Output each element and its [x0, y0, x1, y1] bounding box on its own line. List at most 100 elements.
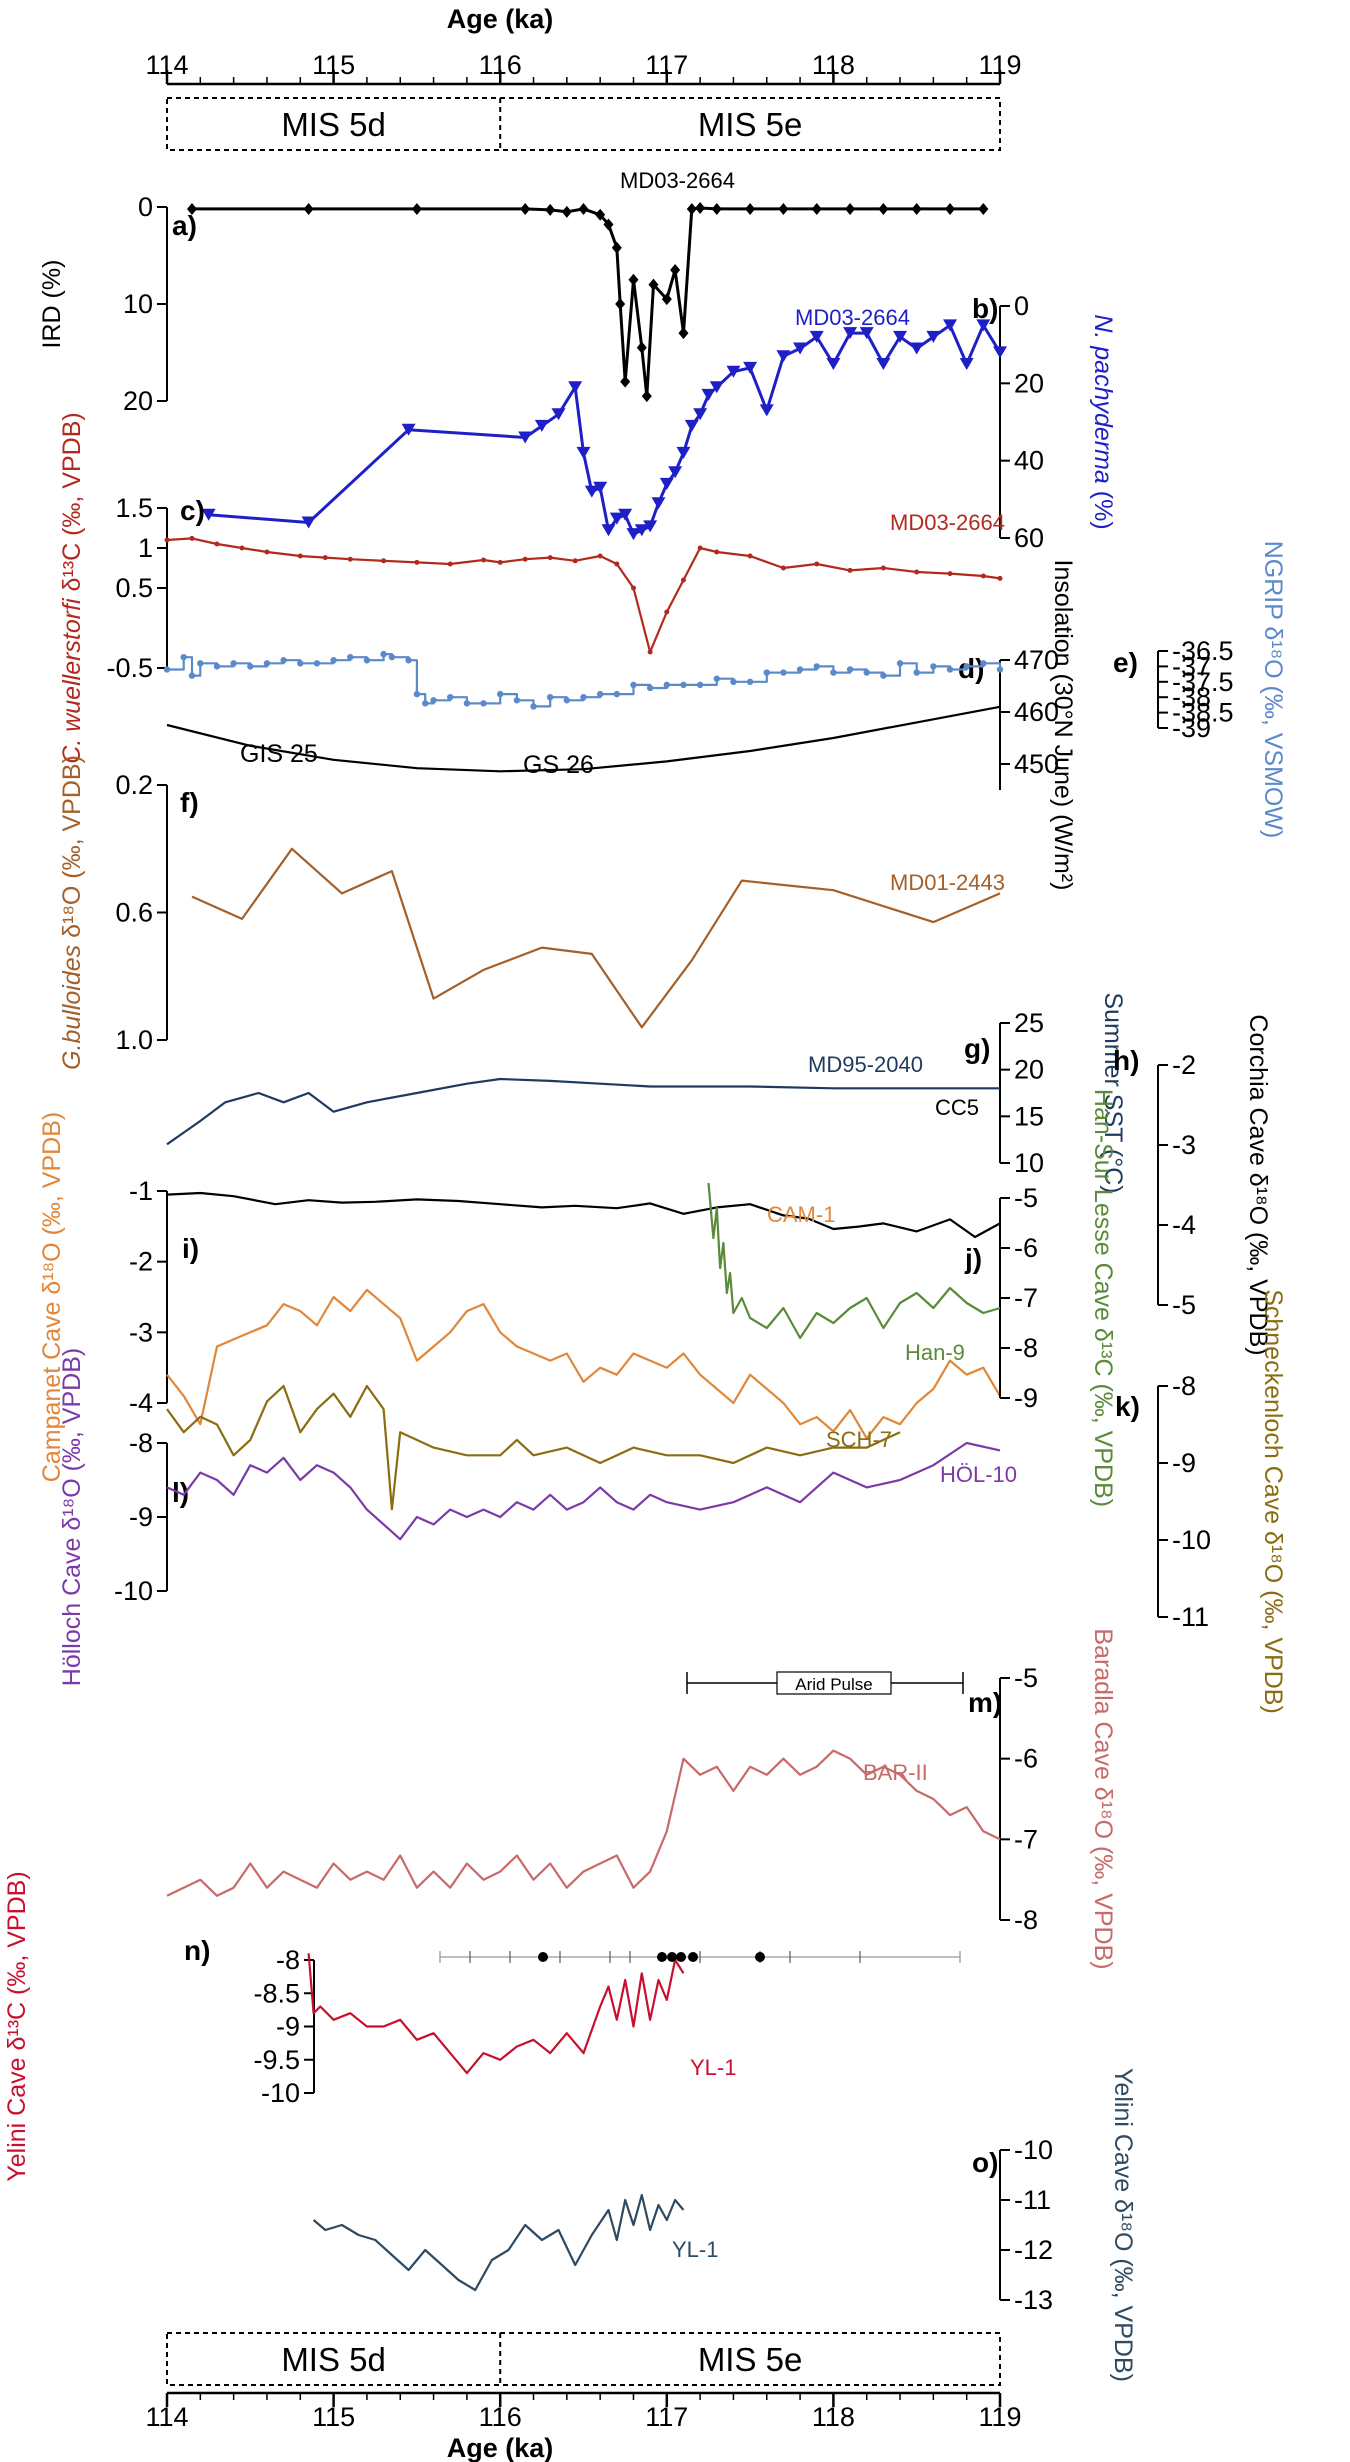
panel-f-letter: f): [180, 787, 199, 818]
panel-a-point-5: [561, 205, 572, 218]
mis-bands-top: MIS 5d MIS 5e: [166, 97, 1001, 151]
panel-c-point-25: [780, 565, 786, 571]
panel-e-point-40: [780, 669, 787, 676]
panel-g-tick-label-3: 10: [1014, 1148, 1044, 1178]
panel-e-point-38: [746, 678, 754, 685]
panel-a-point-22: [745, 202, 756, 215]
bottom-tick-label-2: 116: [479, 2402, 522, 2432]
top-tick-label-4: 118: [812, 50, 855, 80]
panel-e-point-8: [280, 657, 287, 664]
panel-e-point-7: [263, 660, 271, 667]
panel-e-point-16: [405, 657, 412, 664]
panel-l-tick-label-2: -10: [114, 1576, 153, 1606]
panel-f-series-line: [191, 847, 1001, 1029]
panel-c-point-11: [481, 557, 487, 563]
panel-b-tick-label-1: 20: [1014, 368, 1044, 398]
panel-k-tick-label-2: -10: [1172, 1525, 1211, 1555]
panel-f-y-label: G.bulloides δ¹⁸O (‰, VPDB): [58, 755, 86, 1070]
yl1-age-point-5: [755, 1952, 765, 1962]
panel-c-letter: c): [180, 495, 205, 526]
panel-g: 25 20 15 10 Summer SST (°C) g) MD95-2040: [166, 992, 1127, 1194]
panel-a-point-15: [648, 278, 659, 291]
mis-bottom-band-label-1: MIS 5e: [698, 2341, 803, 2378]
panel-j-tick-label-0: -9: [1014, 1383, 1038, 1413]
panel-d-tick-label-0: 450: [1014, 749, 1059, 779]
panel-a-tick-label-0: 0: [138, 192, 153, 222]
panel-g-tick-label-1: 20: [1014, 1055, 1044, 1085]
panel-b-point-15: [643, 520, 658, 533]
panel-o: -13 -12 -11 -10 Yelini Cave δ¹⁸O (‰, VPDB) o)…: [312, 2068, 1137, 2382]
panel-c-point-29: [914, 569, 920, 575]
panel-c-tick-label-2: 0.5: [115, 573, 153, 603]
top-tick-label-5: 119: [978, 50, 1021, 80]
panel-b-point-39: [976, 319, 991, 332]
panel-o-tick-label-2: -11: [1014, 2185, 1051, 2215]
panel-c-point-14: [547, 555, 553, 561]
panel-f-series-label: MD01-2443: [890, 870, 1005, 895]
panel-l-series-label: HÖL-10: [940, 1462, 1017, 1487]
panel-e-point-17: [413, 690, 421, 698]
panel-m-tick-label-2: -6: [1014, 1744, 1038, 1774]
panel-e-y-label: NGRIP δ¹⁸O (‰, VSMOW): [1259, 541, 1287, 839]
panel-b: 0 20 40 60 N. pachyderma (%) b) MD03-2664: [201, 291, 1117, 553]
panel-a-point-6: [578, 202, 589, 215]
panel-b-point-20: [684, 419, 699, 432]
panel-a-y-label: IRD (%): [38, 260, 66, 349]
mis-bottom-band-frame: [166, 2332, 1001, 2386]
panel-a-point-11: [620, 375, 631, 388]
panel-e-point-46: [880, 672, 887, 679]
panel-c-series-line: [166, 537, 1001, 654]
bottom-tick-label-4: 118: [812, 2402, 855, 2432]
panel-c-point-30: [947, 571, 953, 577]
panel-g-tick-label-2: 15: [1014, 1101, 1044, 1131]
panel-a-point-3: [520, 202, 531, 215]
panel-b-point-31: [843, 327, 858, 340]
gs26-label: GS 26: [523, 751, 594, 779]
panel-c-tick-label-3: -0.5: [106, 653, 153, 683]
panel-b-point-22: [701, 388, 716, 401]
panel-g-series-line: [166, 1077, 1000, 1146]
panel-e-point-14: [380, 650, 387, 658]
panel-b-letter: b): [972, 293, 998, 324]
panel-e-point-0: [163, 666, 171, 673]
panel-k-tick-label-1: -9: [1172, 1448, 1196, 1478]
panel-e-point-35: [696, 681, 704, 689]
panel-a-point-14: [641, 390, 652, 403]
panel-e-point-19: [430, 697, 437, 704]
panel-j-letter: j): [964, 1243, 982, 1274]
panel-e-tick-label-0: -36.5: [1172, 636, 1234, 666]
panel-e-point-53: [996, 666, 1004, 673]
panel-f-tick-label-1: 0.6: [115, 898, 153, 928]
panel-b-point-32: [859, 327, 874, 340]
panel-j-tick-label-1: -8: [1014, 1333, 1038, 1363]
panel-i-tick-label-1: -3: [129, 1317, 153, 1347]
panel-h-tick-label-2: -3: [1172, 1130, 1196, 1160]
panel-a-tick-label-2: 20: [123, 386, 153, 416]
panel-a-letter: a): [172, 210, 197, 241]
panel-e-point-45: [863, 669, 870, 676]
panel-h-y-label: Corchia Cave δ¹⁸O (‰, VPDB): [1244, 1014, 1272, 1355]
panel-e-letter: e): [1113, 647, 1138, 678]
panel-c-point-15: [572, 558, 578, 564]
panel-b-point-17: [659, 477, 674, 490]
panel-c-point-16: [597, 553, 603, 559]
panel-b-point-34: [893, 330, 908, 343]
panel-h: -5 -4 -3 -2 Corchia Cave δ¹⁸O (‰, VPDB) h) CC5: [166, 1014, 1272, 1356]
panel-e-point-29: [596, 690, 604, 698]
panel-i-series-label: CAM-1: [767, 1202, 835, 1227]
panel-a-point-7: [595, 208, 606, 221]
arid-pulse-box: [776, 1671, 892, 1695]
panel-o-tick-label-1: -12: [1014, 2235, 1053, 2265]
panel-e-point-6: [247, 663, 254, 670]
panel-e-tick-label-4: -38.5: [1172, 698, 1234, 728]
panel-a-point-28: [945, 202, 956, 215]
yl1-age-point-0: [538, 1952, 548, 1962]
panel-d-series-line: [166, 705, 1001, 773]
panel-c-y-label: C. wuellerstorfi δ¹³C (‰, VPDB): [58, 412, 86, 763]
panel-k-series-label: SCH-7: [826, 1427, 892, 1452]
panel-b-point-21: [693, 408, 708, 421]
panel-b-point-2: [401, 423, 416, 436]
panel-e-point-10: [313, 660, 321, 667]
panel-e: -36.5-37-37.5-38-38.5-39 NGRIP δ¹⁸O (‰, V…: [163, 541, 1287, 839]
